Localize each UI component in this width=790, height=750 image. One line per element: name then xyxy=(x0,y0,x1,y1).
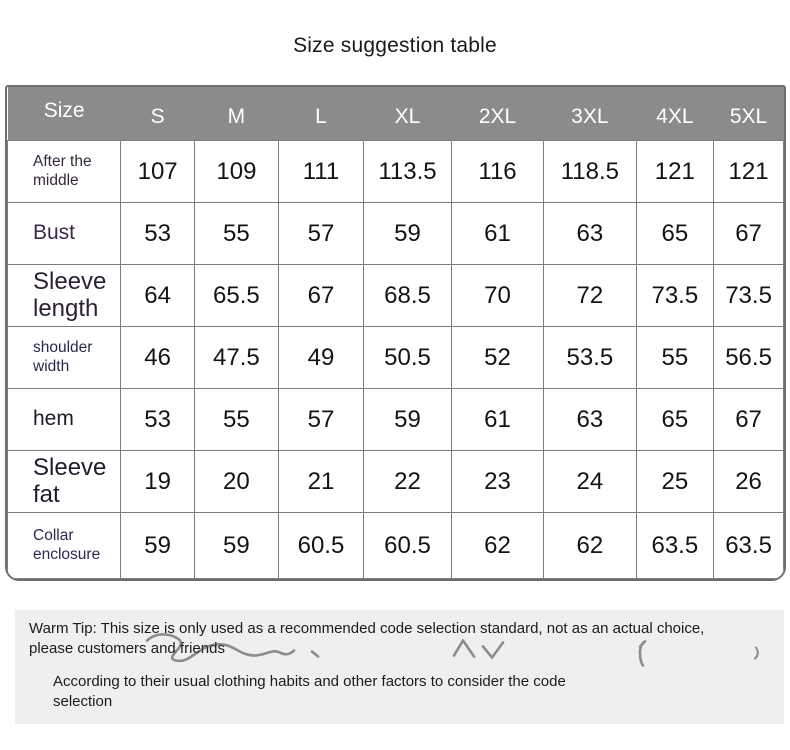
size-value-cell: 67 xyxy=(713,202,784,265)
size-value-cell: 57 xyxy=(277,388,365,451)
size-value-cell: 111 xyxy=(277,140,365,203)
size-value-cell: 50.5 xyxy=(363,326,452,389)
size-value-cell: 109 xyxy=(194,140,279,203)
size-value-cell: 72 xyxy=(543,264,637,327)
table-row: Collar enclosure 59 59 60.5 60.5 62 62 63.5 63.5 xyxy=(7,512,784,579)
size-value-cell: 73.5 xyxy=(713,264,784,327)
row-label: hem xyxy=(7,388,122,451)
size-value-cell: 49 xyxy=(277,326,365,389)
warm-tip-line-2: please customers and friends xyxy=(29,640,225,657)
size-value-cell: 65 xyxy=(635,388,715,451)
table-row: Sleeve fat 19 20 21 22 23 24 25 26 xyxy=(7,450,784,513)
size-value-cell: 52 xyxy=(450,326,545,389)
row-label: Bust xyxy=(7,202,122,265)
size-value-cell: 20 xyxy=(194,450,279,513)
size-value-cell: 113.5 xyxy=(363,140,452,203)
size-value-cell: 118.5 xyxy=(543,140,637,203)
table-row: Bust 53 55 57 59 61 63 65 67 xyxy=(7,202,784,265)
size-value-cell: 65.5 xyxy=(194,264,279,327)
size-value-cell: 67 xyxy=(277,264,365,327)
size-value-cell: 70 xyxy=(450,264,545,327)
size-value-cell: 46 xyxy=(120,326,195,389)
size-col-header-l: L xyxy=(278,87,364,141)
size-value-cell: 55 xyxy=(194,202,279,265)
size-value-cell: 53.5 xyxy=(543,326,637,389)
size-col-header-4xl: 4XL xyxy=(636,87,714,141)
row-label: Sleeve length xyxy=(7,264,122,327)
size-value-cell: 121 xyxy=(635,140,715,203)
warm-tip-line-4: selection xyxy=(53,693,113,710)
row-label: shoulder width xyxy=(7,326,122,389)
size-value-cell: 59 xyxy=(363,388,452,451)
size-value-cell: 107 xyxy=(120,140,195,203)
size-value-cell: 61 xyxy=(450,202,545,265)
size-value-cell: 63 xyxy=(543,202,637,265)
size-suggestion-table: Size S M L XL 2XL 3XL 4XL 5XL After the middle 10… xyxy=(7,87,784,579)
size-value-cell: 63.5 xyxy=(635,512,715,579)
size-col-header-5xl: 5XL xyxy=(713,87,784,141)
size-value-cell: 25 xyxy=(635,450,715,513)
size-col-header-s: S xyxy=(120,87,195,141)
page-title: Size suggestion table xyxy=(293,34,497,57)
table-row: shoulder width 46 47.5 49 50.5 52 53.5 55 56.5 xyxy=(7,326,784,389)
size-value-cell: 55 xyxy=(635,326,715,389)
size-col-header-3xl: 3XL xyxy=(543,87,637,141)
size-value-cell: 68.5 xyxy=(363,264,452,327)
warm-tip-line-1: Warm Tip: This size is only used as a re… xyxy=(29,620,705,637)
row-label: After the middle xyxy=(7,140,122,203)
size-value-cell: 55 xyxy=(194,388,279,451)
size-value-cell: 60.5 xyxy=(277,512,365,579)
size-value-cell: 64 xyxy=(120,264,195,327)
size-value-cell: 62 xyxy=(450,512,545,579)
size-value-cell: 60.5 xyxy=(363,512,452,579)
size-value-cell: 57 xyxy=(277,202,365,265)
corner-header-size: Size xyxy=(7,87,121,141)
row-label: Sleeve fat xyxy=(7,450,122,513)
size-value-cell: 67 xyxy=(713,388,784,451)
warm-tip-line-3: According to their usual clothing habits… xyxy=(53,673,566,690)
size-value-cell: 116 xyxy=(450,140,545,203)
table-header-row: Size S M L XL 2XL 3XL 4XL 5XL xyxy=(7,87,784,141)
size-value-cell: 65 xyxy=(635,202,715,265)
table-body: After the middle 107 109 111 113.5 116 118.5 12… xyxy=(7,140,784,579)
size-value-cell: 121 xyxy=(713,140,784,203)
warm-tip-paragraph-2: According to their usual clothing habits… xyxy=(29,672,770,712)
size-value-cell: 53 xyxy=(120,388,195,451)
warm-tip-box: Warm Tip: This size is only used as a re… xyxy=(15,610,784,724)
size-value-cell: 26 xyxy=(713,450,784,513)
table-row: After the middle 107 109 111 113.5 116 118.5 12… xyxy=(7,140,784,203)
size-col-header-m: M xyxy=(194,87,279,141)
size-value-cell: 23 xyxy=(450,450,545,513)
size-value-cell: 24 xyxy=(543,450,637,513)
size-value-cell: 61 xyxy=(450,388,545,451)
size-value-cell: 62 xyxy=(543,512,637,579)
size-value-cell: 63 xyxy=(543,388,637,451)
size-value-cell: 21 xyxy=(277,450,365,513)
size-value-cell: 47.5 xyxy=(194,326,279,389)
table-row: hem 53 55 57 59 61 63 65 67 xyxy=(7,388,784,451)
size-value-cell: 73.5 xyxy=(635,264,715,327)
size-value-cell: 53 xyxy=(120,202,195,265)
row-label: Collar enclosure xyxy=(7,512,122,579)
size-value-cell: 59 xyxy=(194,512,279,579)
size-col-header-xl: XL xyxy=(363,87,452,141)
size-value-cell: 56.5 xyxy=(713,326,784,389)
size-value-cell: 22 xyxy=(363,450,452,513)
size-value-cell: 19 xyxy=(120,450,195,513)
size-value-cell: 63.5 xyxy=(713,512,784,579)
warm-tip-paragraph-1: Warm Tip: This size is only used as a re… xyxy=(29,619,770,659)
size-value-cell: 59 xyxy=(120,512,195,579)
size-col-header-2xl: 2XL xyxy=(451,87,544,141)
table-row: Sleeve length 64 65.5 67 68.5 70 72 73.5 73.5 xyxy=(7,264,784,327)
size-table-frame: Size S M L XL 2XL 3XL 4XL 5XL After the middle 10… xyxy=(5,85,786,581)
size-value-cell: 59 xyxy=(363,202,452,265)
